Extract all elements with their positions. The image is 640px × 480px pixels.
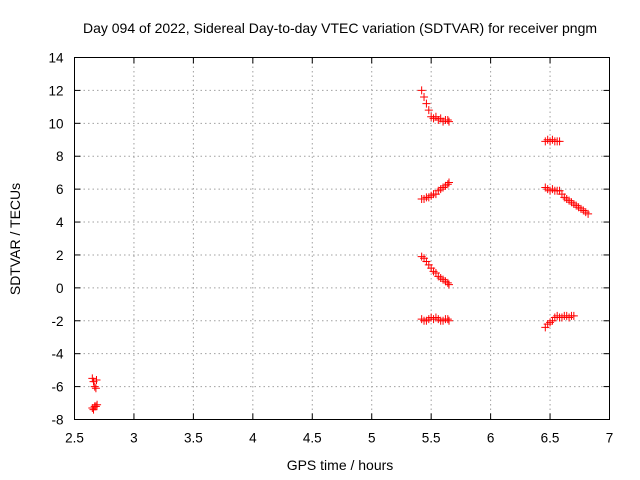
series-seg-i — [541, 311, 578, 332]
data-point — [443, 180, 452, 189]
data-point — [91, 402, 100, 411]
x-tick-label: 2.5 — [65, 431, 84, 446]
x-tick-label: 6 — [487, 431, 495, 446]
series-seg-b — [88, 400, 102, 414]
data-points — [88, 86, 593, 414]
x-tick-label: 6.5 — [541, 431, 560, 446]
x-tick-label: 7 — [606, 431, 614, 446]
x-tick-label: 4 — [249, 431, 257, 446]
x-tick-label: 3 — [130, 431, 138, 446]
y-tick-label: 2 — [56, 248, 64, 263]
data-point — [90, 382, 99, 391]
axis-ticks — [74, 57, 610, 420]
plot-frame — [74, 57, 610, 420]
y-tick-label: 4 — [56, 215, 64, 230]
data-point — [443, 116, 452, 125]
chart-title: Day 094 of 2022, Sidereal Day-to-day VTE… — [83, 20, 597, 36]
data-point — [93, 400, 102, 409]
data-point — [420, 92, 429, 101]
y-tick-label: -8 — [51, 413, 63, 428]
y-tick-labels: 14 12 10 8 6 4 2 0 -2 -4 -6 -8 — [48, 51, 64, 428]
data-point — [445, 178, 453, 187]
data-point — [417, 86, 426, 95]
y-tick-label: 12 — [48, 83, 63, 98]
y-tick-label: 6 — [56, 182, 64, 197]
data-point — [88, 374, 97, 383]
x-axis-title: GPS time / hours — [287, 457, 394, 473]
data-point — [569, 311, 578, 320]
data-point — [91, 384, 100, 393]
series-seg-f — [417, 313, 453, 325]
data-point — [443, 315, 452, 324]
data-point — [422, 99, 431, 108]
y-axis-title: SDTVAR / TECUs — [7, 183, 23, 295]
y-tick-label: -4 — [51, 347, 63, 362]
x-tick-label: 5.5 — [422, 431, 441, 446]
y-tick-label: 8 — [56, 149, 64, 164]
data-point — [424, 106, 433, 115]
data-point — [555, 137, 564, 146]
data-point — [584, 209, 593, 218]
x-tick-labels: 2.5 3 3.5 4 4.5 5 5.5 6 6.5 7 — [65, 431, 613, 446]
y-tick-label: -2 — [51, 314, 63, 329]
data-point — [92, 376, 101, 385]
series-seg-e — [417, 252, 453, 289]
x-tick-label: 4.5 — [303, 431, 322, 446]
data-point — [445, 117, 453, 126]
y-tick-label: 10 — [48, 116, 63, 131]
data-point — [445, 316, 453, 325]
y-tick-label: 0 — [56, 281, 64, 296]
x-tick-label: 3.5 — [184, 431, 203, 446]
data-point — [443, 278, 452, 287]
series-seg-h — [541, 183, 593, 218]
series-seg-d — [417, 178, 453, 204]
series-seg-a — [88, 374, 101, 393]
grid — [74, 57, 610, 420]
y-tick-label: 14 — [48, 51, 64, 66]
y-tick-label: -6 — [51, 380, 63, 395]
data-point — [445, 280, 453, 289]
series-seg-g — [541, 135, 564, 146]
x-tick-label: 5 — [368, 431, 376, 446]
series-seg-c — [417, 86, 453, 126]
